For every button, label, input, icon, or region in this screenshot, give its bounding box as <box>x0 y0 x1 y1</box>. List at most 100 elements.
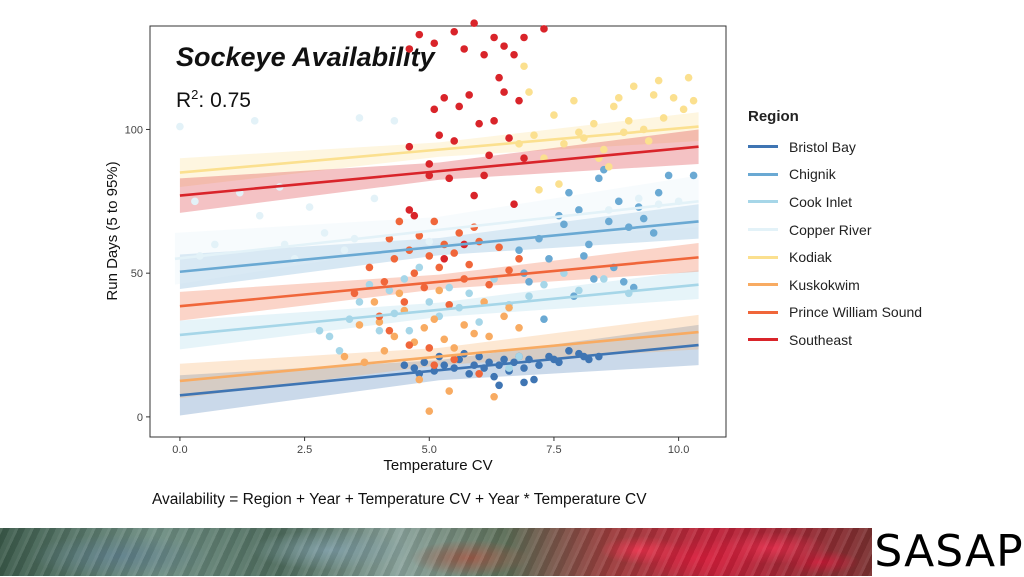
point-kodiak <box>555 180 563 188</box>
point-copper-river <box>390 117 399 125</box>
legend-label: Copper River <box>789 221 872 238</box>
point-kodiak <box>649 91 658 99</box>
point-kuskokwim <box>480 298 488 306</box>
point-bristol-bay <box>565 346 573 355</box>
model-formula: Availability = Region + Year + Temperatu… <box>152 491 647 508</box>
legend-key <box>748 145 778 149</box>
banner-texture <box>0 528 872 576</box>
point-cook-inlet <box>475 318 483 326</box>
point-cook-inlet <box>325 332 334 341</box>
r-squared-superscript: 2 <box>191 87 199 102</box>
point-bristol-bay <box>465 369 473 378</box>
point-southeast <box>440 94 449 102</box>
point-cook-inlet <box>400 275 409 283</box>
legend-item-cook-inlet: Cook Inlet <box>748 188 922 216</box>
point-prince-william-sound <box>515 255 523 263</box>
point-southeast <box>415 30 424 39</box>
point-southeast <box>460 45 468 53</box>
point-prince-william-sound <box>390 255 399 263</box>
point-prince-william-sound <box>385 234 394 243</box>
point-kodiak <box>654 76 663 85</box>
point-southeast <box>405 206 414 214</box>
point-kuskokwim <box>500 312 508 321</box>
point-bristol-bay <box>520 364 528 372</box>
point-prince-william-sound <box>395 217 404 226</box>
point-southeast <box>470 19 478 27</box>
point-kuskokwim <box>390 332 399 341</box>
point-kodiak <box>689 96 698 105</box>
point-prince-william-sound <box>350 289 359 298</box>
point-southeast <box>490 117 498 125</box>
point-kodiak <box>669 94 678 102</box>
point-kuskokwim <box>420 323 429 332</box>
point-cook-inlet <box>445 283 454 292</box>
point-kodiak <box>560 140 568 148</box>
x-tick-label: 5.0 <box>422 444 437 456</box>
point-cook-inlet <box>385 286 394 295</box>
point-southeast <box>500 42 508 50</box>
point-kodiak <box>624 117 633 125</box>
point-kodiak <box>684 73 693 82</box>
point-chignik <box>619 277 628 286</box>
point-kuskokwim <box>415 375 424 384</box>
point-cook-inlet <box>405 326 414 335</box>
y-axis-label: Run Days (5 to 95%) <box>104 161 121 300</box>
point-prince-william-sound <box>465 260 473 269</box>
point-southeast <box>430 105 439 114</box>
point-prince-william-sound <box>420 283 429 292</box>
point-southeast <box>405 142 414 151</box>
point-cook-inlet <box>600 275 608 283</box>
point-southeast <box>520 154 528 163</box>
point-kuskokwim <box>430 315 439 323</box>
point-southeast <box>455 102 463 111</box>
point-kuskokwim <box>370 298 379 306</box>
point-kuskokwim <box>485 332 493 341</box>
legend-key <box>748 310 778 314</box>
legend-item-prince-william-sound: Prince William Sound <box>748 299 922 327</box>
point-prince-william-sound <box>430 361 439 369</box>
point-prince-william-sound <box>450 249 459 257</box>
point-copper-river <box>425 237 434 246</box>
fit-line-prince-william-sound <box>179 256 699 308</box>
point-chignik <box>560 220 568 229</box>
point-copper-river <box>191 197 199 206</box>
point-prince-william-sound <box>400 298 409 306</box>
point-bristol-bay <box>500 355 508 364</box>
point-copper-river <box>320 229 329 237</box>
y-tick-label: 0 <box>137 412 143 424</box>
point-copper-river <box>250 117 259 125</box>
legend-label: Bristol Bay <box>789 138 856 155</box>
point-kodiak <box>659 114 668 122</box>
point-chignik <box>575 206 583 214</box>
x-tick-label: 0.0 <box>172 444 187 456</box>
point-kuskokwim <box>340 352 349 361</box>
point-prince-william-sound <box>505 266 513 275</box>
point-kuskokwim <box>380 346 389 355</box>
point-southeast <box>450 137 459 145</box>
fit-line-cook-inlet <box>179 283 699 337</box>
point-cook-inlet <box>415 263 424 272</box>
point-kodiak <box>535 186 543 194</box>
point-copper-river <box>340 246 349 254</box>
fit-lines <box>174 125 699 397</box>
point-kuskokwim <box>395 289 404 298</box>
point-copper-river <box>305 203 314 211</box>
point-kodiak <box>550 111 558 119</box>
x-tick-label: 7.5 <box>546 444 561 456</box>
point-chignik <box>654 188 663 197</box>
point-kuskokwim <box>375 318 384 326</box>
point-southeast <box>430 39 439 48</box>
legend-item-kuskokwim: Kuskokwim <box>748 271 922 299</box>
point-kodiak <box>609 102 618 111</box>
point-bristol-bay <box>475 352 483 361</box>
point-chignik <box>585 240 593 249</box>
point-southeast <box>425 160 434 168</box>
point-kodiak <box>520 62 528 71</box>
point-chignik <box>545 255 553 263</box>
legend-label: Kuskokwim <box>789 276 860 293</box>
point-southeast <box>450 27 459 36</box>
point-bristol-bay <box>440 361 449 369</box>
point-kodiak <box>605 163 613 171</box>
point-bristol-bay <box>520 378 528 387</box>
point-cook-inlet <box>525 292 533 300</box>
